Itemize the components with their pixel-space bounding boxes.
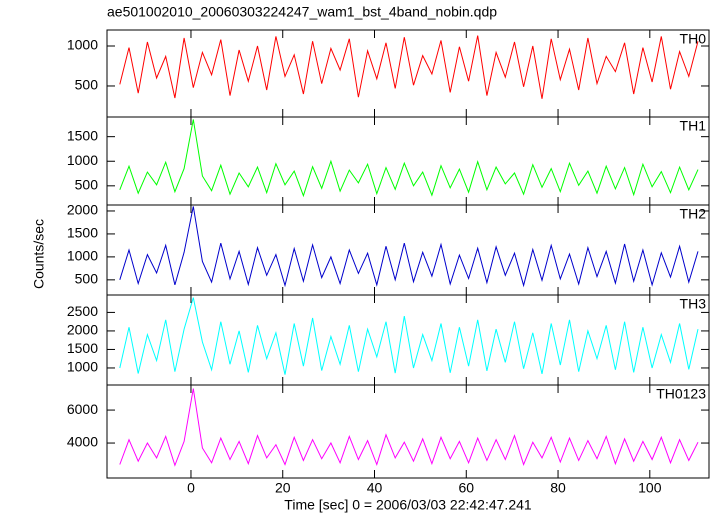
y-tick-label: 1500 — [67, 127, 98, 143]
series-label: TH0 — [680, 31, 707, 47]
series-label: TH3 — [680, 296, 707, 312]
x-tick-label: 40 — [367, 480, 383, 496]
y-tick-label: 1000 — [67, 37, 98, 53]
y-tick-label: 1000 — [67, 248, 98, 264]
x-tick-label: 0 — [187, 480, 195, 496]
y-tick-label: 1000 — [67, 359, 98, 375]
x-tick-label: 60 — [458, 480, 474, 496]
light-curve — [119, 206, 699, 288]
y-tick-label: 4000 — [67, 434, 98, 450]
y-tick-label: 500 — [75, 77, 99, 93]
y-tick-label: 2000 — [67, 202, 98, 218]
x-axis-label: Time [sec] 0 = 2006/03/03 22:42:47.241 — [284, 497, 532, 513]
light-curve — [119, 35, 699, 99]
y-tick-label: 1000 — [67, 152, 98, 168]
x-tick-label: 80 — [550, 480, 566, 496]
series-label: TH0123 — [656, 386, 706, 402]
y-tick-label: 1500 — [67, 225, 98, 241]
panel-frame — [106, 294, 710, 386]
series-label: TH1 — [680, 118, 707, 134]
light-curve — [119, 388, 699, 467]
chart-title: ae501002010_20060303224247_wam1_bst_4ban… — [107, 4, 497, 20]
x-tick-label: 100 — [638, 480, 662, 496]
y-tick-label: 500 — [75, 271, 99, 287]
y-tick-label: 2500 — [67, 303, 98, 319]
y-tick-label: 2000 — [67, 322, 98, 338]
panel-frame — [106, 116, 710, 206]
light-curve — [119, 297, 699, 375]
y-tick-label: 1500 — [67, 340, 98, 356]
y-axis-label: Counts/sec — [31, 219, 47, 289]
light-curve — [119, 119, 699, 198]
y-tick-label: 6000 — [67, 401, 98, 417]
panel-frame — [106, 204, 710, 296]
y-tick-label: 500 — [75, 177, 99, 193]
panel-frame — [106, 384, 710, 479]
x-tick-label: 20 — [275, 480, 291, 496]
series-label: TH2 — [680, 206, 707, 222]
